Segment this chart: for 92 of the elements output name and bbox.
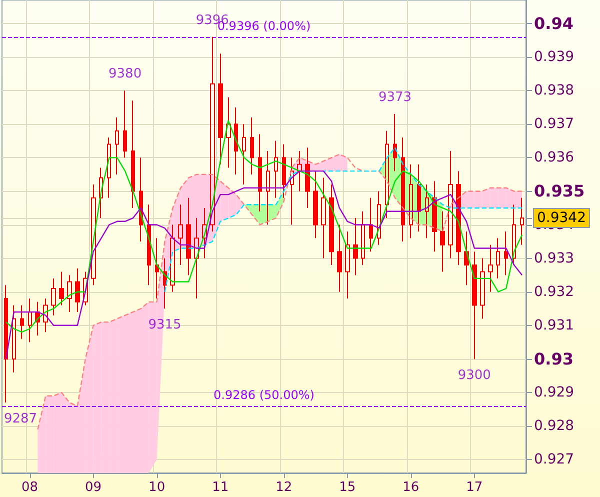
y-tick-label: 0.928 xyxy=(534,418,574,434)
candlestick xyxy=(274,140,278,198)
candlestick xyxy=(297,150,302,192)
candlestick xyxy=(75,268,80,312)
x-tick-label: 12 xyxy=(276,480,292,495)
candlestick xyxy=(194,218,199,300)
candlestick xyxy=(131,100,135,208)
candlestick xyxy=(401,137,405,242)
candlestick xyxy=(282,144,286,198)
candlestick xyxy=(313,170,318,239)
candlestick xyxy=(472,251,477,360)
candlestick xyxy=(425,184,429,239)
x-tick-label: 17 xyxy=(466,480,483,495)
candlestick xyxy=(170,224,175,292)
candlestick xyxy=(361,210,365,266)
line-series xyxy=(5,120,523,333)
candlestick xyxy=(409,164,413,239)
y-tick-label: 0.939 xyxy=(534,49,574,66)
annotation: 9315 xyxy=(148,318,182,333)
candlestick xyxy=(147,204,151,286)
candlestick xyxy=(28,298,32,343)
annotation: 9373 xyxy=(378,90,412,106)
x-tick-label: 15 xyxy=(339,480,356,495)
candlestick xyxy=(393,114,397,172)
candlestick xyxy=(369,197,373,252)
candlestick xyxy=(178,204,183,266)
candlestick xyxy=(488,244,493,292)
candlestick xyxy=(290,157,294,226)
y-tick-label: 0.932 xyxy=(534,284,574,300)
candlestick xyxy=(329,184,334,266)
candlestick xyxy=(51,278,56,316)
candlestick xyxy=(496,238,500,279)
candlestick xyxy=(456,170,461,266)
x-tick-label: 09 xyxy=(85,480,102,495)
annotation: 9380 xyxy=(108,66,142,82)
candlestick xyxy=(123,90,127,158)
y-tick-label: 0.94 xyxy=(534,14,574,33)
candlestick xyxy=(234,106,238,175)
candlestick xyxy=(504,230,508,276)
candlestick xyxy=(464,230,469,286)
candlestick xyxy=(448,150,453,259)
ref-line-label: 0.9286 (50.00%) xyxy=(214,388,314,402)
candlestick xyxy=(202,207,207,259)
y-tick-label: 0.927 xyxy=(534,452,574,468)
x-tick-label: 16 xyxy=(402,480,420,495)
y-tick-label: 0.93 xyxy=(534,349,574,368)
candlestick xyxy=(4,284,8,404)
candlestick xyxy=(345,230,350,300)
y-tick-label: 0.931 xyxy=(534,317,574,334)
candlestick xyxy=(480,258,485,320)
candlestick xyxy=(440,210,445,272)
y-tick-label: 0.9342 xyxy=(537,210,586,226)
candlestick xyxy=(20,304,24,340)
candlestick xyxy=(43,298,48,333)
candlestick xyxy=(226,96,231,168)
candlestick xyxy=(67,274,72,312)
candlestick xyxy=(186,197,191,276)
candlestick xyxy=(83,271,88,306)
candlestick xyxy=(218,53,223,165)
candlestick xyxy=(520,197,524,246)
x-tick-label: 08 xyxy=(22,480,38,495)
candlestick xyxy=(377,190,381,246)
candlestick xyxy=(59,271,64,306)
candlestick xyxy=(210,36,215,232)
candlestick xyxy=(266,150,270,226)
candlestick xyxy=(155,238,159,300)
x-tick-label: 10 xyxy=(148,480,166,495)
candlestick xyxy=(242,124,246,186)
candlestick xyxy=(512,204,516,266)
annotation: 9300 xyxy=(458,368,491,383)
candlestick xyxy=(385,130,389,219)
candlestick xyxy=(353,218,358,276)
line-series xyxy=(164,147,523,292)
y-tick-label: 0.938 xyxy=(534,82,574,99)
annotation: 9287 xyxy=(4,412,38,427)
y-tick-label: 0.937 xyxy=(534,116,574,132)
candlestick xyxy=(91,184,96,286)
candlestick xyxy=(321,177,326,259)
x-tick-label: 11 xyxy=(212,480,229,495)
candlestick xyxy=(115,116,119,175)
y-tick-label: 0.935 xyxy=(534,182,585,201)
candlestick xyxy=(250,116,254,175)
y-tick-label: 0.929 xyxy=(534,384,574,400)
y-tick-label: 0.933 xyxy=(534,250,574,266)
y-tick-label: 0.936 xyxy=(534,150,574,166)
candlestick xyxy=(107,137,111,198)
candlestick xyxy=(12,304,16,373)
candlestick xyxy=(258,134,262,212)
candlestick xyxy=(417,164,421,232)
candlestick xyxy=(305,147,310,208)
candlestick xyxy=(337,224,342,292)
candlestick xyxy=(99,167,103,219)
